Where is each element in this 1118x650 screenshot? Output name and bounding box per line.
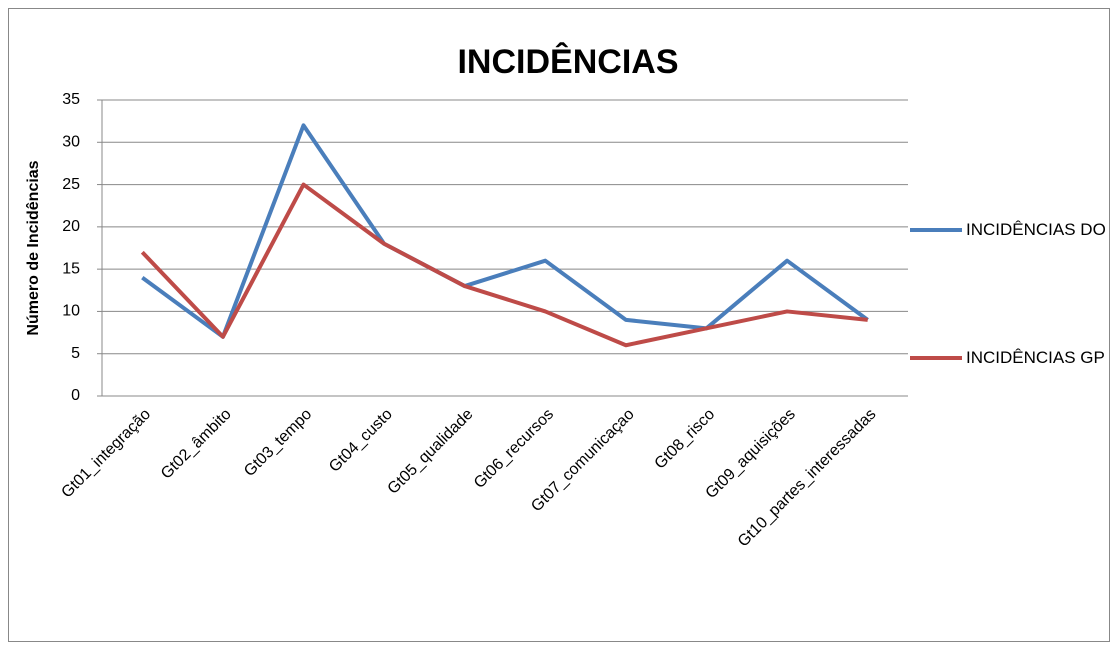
y-tick-label: 25 <box>62 176 80 193</box>
chart-title: INCIDÊNCIAS <box>457 43 678 81</box>
y-tick-label: 30 <box>62 134 80 151</box>
y-tick-label: 35 <box>62 91 80 108</box>
legend-label: INCIDÊNCIAS DO <box>966 220 1106 239</box>
data-line <box>140 182 868 348</box>
y-tick-label: 15 <box>62 260 80 277</box>
y-tick-label: 0 <box>71 387 80 404</box>
chart-frame <box>8 8 1110 642</box>
y-tick-label: 10 <box>62 303 80 320</box>
legend-label: INCIDÊNCIAS GP <box>966 348 1105 367</box>
y-axis-label: Número de Incidências <box>25 160 42 335</box>
y-tick-label: 5 <box>71 345 80 362</box>
data-line <box>141 123 869 339</box>
y-tick-label: 20 <box>62 218 80 235</box>
